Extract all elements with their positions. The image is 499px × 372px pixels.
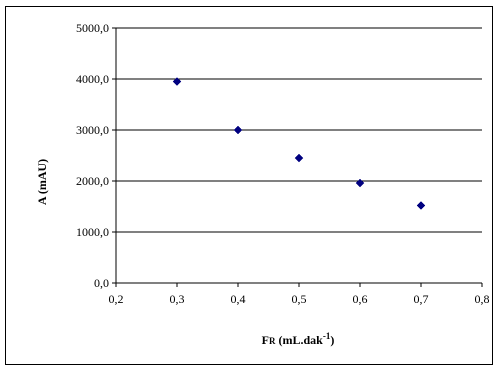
x-tick-label-3: 0,5 (292, 292, 307, 306)
y-tick-label-0: 0,0 (94, 276, 109, 290)
chart-frame (5, 6, 493, 365)
y-tick-label-4: 4000,0 (76, 72, 109, 86)
x-tick-label-5: 0,7 (414, 292, 429, 306)
x-axis-label-unit: (mL.dak (276, 333, 324, 347)
data-point-0-4 (416, 201, 426, 210)
gridlines (116, 27, 482, 233)
x-axis-label-superscript: -1 (323, 331, 331, 341)
x-axis-label: FR (mL.dak-1) (262, 331, 335, 347)
y-tick-label-1: 1000,0 (76, 225, 109, 239)
x-tick-label-4: 0,6 (353, 292, 368, 306)
x-tick-label-0: 0,2 (109, 292, 124, 306)
data-point-0-1 (233, 125, 243, 135)
data-point-0-3 (355, 178, 365, 188)
x-axis-label-close: ) (330, 333, 334, 347)
y-axis-label: A (mAU) (35, 159, 49, 205)
x-tick-label-2: 0,4 (231, 292, 246, 306)
data-points (172, 77, 426, 210)
axes (112, 27, 483, 287)
y-tick-label-2: 2000,0 (76, 174, 109, 188)
y-tick-label-3: 3000,0 (76, 123, 109, 137)
x-axis-label-main: F (262, 333, 269, 347)
y-tick-label-5: 5000,0 (76, 21, 109, 35)
data-point-0-0 (172, 77, 182, 86)
data-point-0-2 (294, 153, 304, 163)
x-tick-labels: 0,2 0,3 0,4 0,5 0,6 0,7 0,8 (109, 292, 490, 306)
x-tick-label-6: 0,8 (475, 292, 490, 306)
y-tick-labels: 0,0 1000,0 2000,0 3000,0 4000,0 5000,0 (76, 21, 109, 290)
x-axis-label-small: R (269, 336, 276, 346)
x-tick-label-1: 0,3 (170, 292, 185, 306)
